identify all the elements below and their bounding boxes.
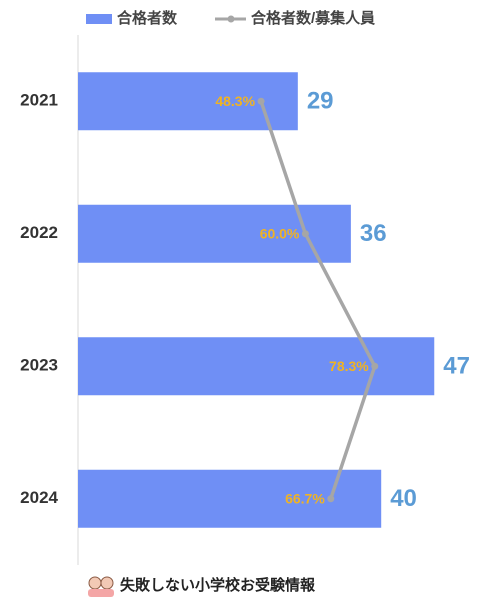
y-tick-label: 2024 <box>20 488 58 507</box>
bar-label: 29 <box>307 88 334 115</box>
line <box>259 100 377 500</box>
bar-label: 40 <box>390 485 417 512</box>
line-label: 60.0% <box>260 225 300 241</box>
footer-icon <box>88 576 114 597</box>
y-tick-label: 2023 <box>20 356 58 375</box>
y-tick-label: 2022 <box>20 223 58 242</box>
line-marker <box>371 362 379 370</box>
line-label: 48.3% <box>215 93 255 109</box>
bar <box>78 72 298 131</box>
line-label: 78.3% <box>329 358 369 374</box>
y-tick-label: 2021 <box>20 91 58 110</box>
bar <box>78 204 351 263</box>
bar-label: 36 <box>360 220 387 247</box>
line-marker <box>257 97 265 105</box>
legend-swatch <box>86 14 112 24</box>
legend-marker <box>227 15 235 23</box>
line-marker <box>301 230 309 238</box>
footer-text: 失敗しない小学校お受験情報 <box>120 576 316 594</box>
legend-label: 合格者数 <box>116 9 178 27</box>
line-marker <box>327 495 335 503</box>
bar-label: 47 <box>443 353 470 380</box>
line-label: 66.7% <box>285 490 325 506</box>
bar <box>78 337 435 396</box>
legend-label: 合格者数/募集人員 <box>250 9 375 27</box>
